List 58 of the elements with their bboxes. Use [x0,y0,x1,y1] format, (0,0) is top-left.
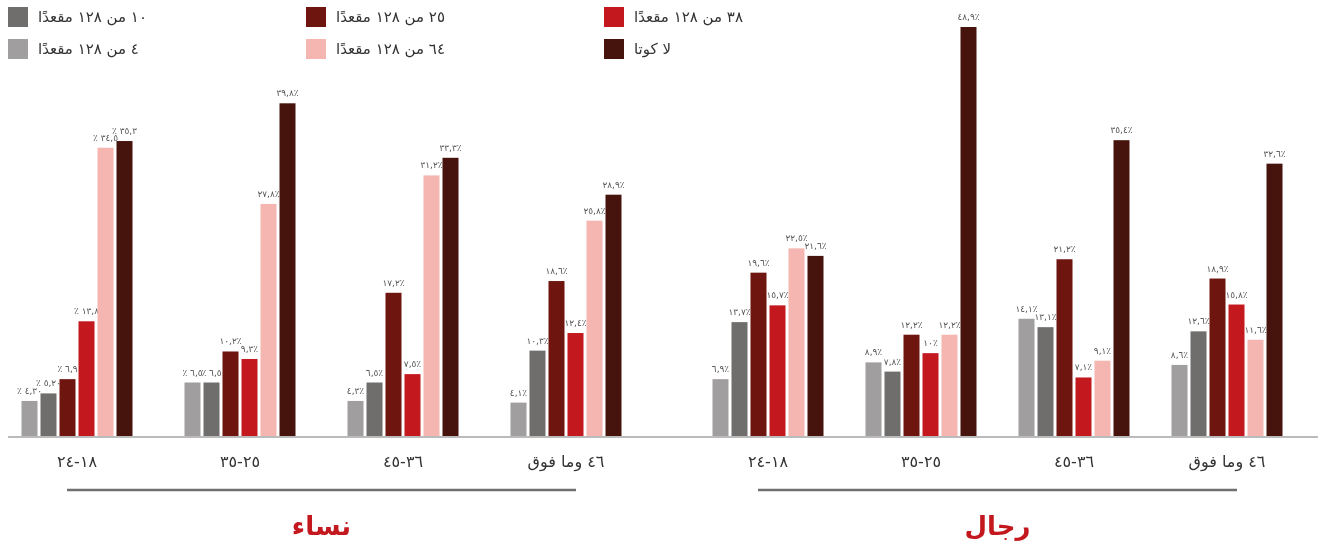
legend-label: ٢٥ من ١٢٨ مقعدًا [336,8,445,26]
legend-label: لا كوتا [634,40,671,58]
data-label: ٪١٥,٧ [766,290,789,301]
x-tick-label: ٢٥-٣٥ [219,452,261,471]
legend-label: ٦٤ من ١٢٨ مقعدًا [336,40,445,58]
data-label: ٪٧,٨ [883,356,902,367]
data-label: ٦,٩ ٪ [57,364,78,375]
data-label: ٪١٨,٦ [545,266,568,277]
data-label: ٪٧,٥ [403,359,422,370]
legend-label: ١٠ من ١٢٨ مقعدًا [38,8,147,26]
data-label: ٪٦,٥ [365,367,384,378]
data-label: ٪٢٨,٩ [602,179,625,190]
data-label: ٪٨,٩ [864,347,883,358]
data-label: ٪١٧,٢ [382,277,405,288]
x-tick-label: ٤٦ وما فوق [527,452,605,472]
data-label: ٪١٣,١ [1034,312,1057,323]
data-label: ٪٩,٣ [240,344,259,355]
data-label: ٪١٨,٩ [1206,263,1229,274]
data-label: ٪١٠,٣ [526,335,549,346]
data-label: ٪٣٣,٣ [439,142,462,153]
data-label: ٪١٠ [923,338,938,349]
data-label: ٪٣٩,٨ [276,88,299,99]
data-label: ٪٢١,٢ [1053,244,1076,255]
data-label: ٪١٩,٦ [747,257,770,268]
x-tick-label: ١٨-٢٤ [56,452,98,471]
legend-label: ٣٨ من ١٢٨ مقعدًا [634,8,743,26]
data-label: ٦,٥ ٪ [182,367,203,378]
data-label: ٪٧,١ [1074,362,1093,373]
data-label: ٪٦,٩ [711,364,730,375]
data-label: ٪١٥,٨ [1225,289,1248,300]
data-label: ٪٢٧,٨ [257,188,280,199]
x-tick-label: ٢٥-٣٥ [900,452,942,471]
data-label: ٪٢٥,٨ [583,205,606,216]
data-label: ٪١٢,٦ [1187,316,1210,327]
data-label: ٪١٢,٤ [564,318,587,329]
data-label: ٪٩,١ [1093,345,1112,356]
data-label: ٪٣١,٢ [420,160,443,171]
data-label: ٪١٢,٢ [900,319,923,330]
data-label: ٪١٤,١ [1015,303,1038,314]
data-label: ٪٤,١ [509,387,528,398]
data-label: ٪١٠,٢ [219,336,242,347]
x-tick-label: ٣٦-٤٥ [382,452,424,471]
x-tick-label: ٤٦ وما فوق [1188,452,1266,472]
data-label: ٪١١,٦ [1244,324,1267,335]
legend-label: ٤ من ١٢٨ مقعدًا [38,40,139,58]
data-label: ٤,٣٠ ٪ [16,385,43,396]
text: نساء [291,511,352,541]
data-label: ٪٣٢,٦ [1263,148,1286,159]
data-label: ٦,٥ ٪ [201,367,222,378]
data-label: ٪٨,٦ [1170,349,1189,360]
x-tick-label: ١٨-٢٤ [747,452,789,471]
data-label: ٪٤,٣ [346,385,365,396]
data-label: ٪٣٥,٤ [1110,125,1133,136]
text: رجال [964,511,1031,541]
x-tick-label: ٣٦-٤٥ [1053,452,1095,471]
data-label: ٪٤٨,٩ [957,12,980,22]
data-label: ٪١٢,٢ [938,319,961,330]
data-label: ٪١٣,٧ [728,307,751,318]
